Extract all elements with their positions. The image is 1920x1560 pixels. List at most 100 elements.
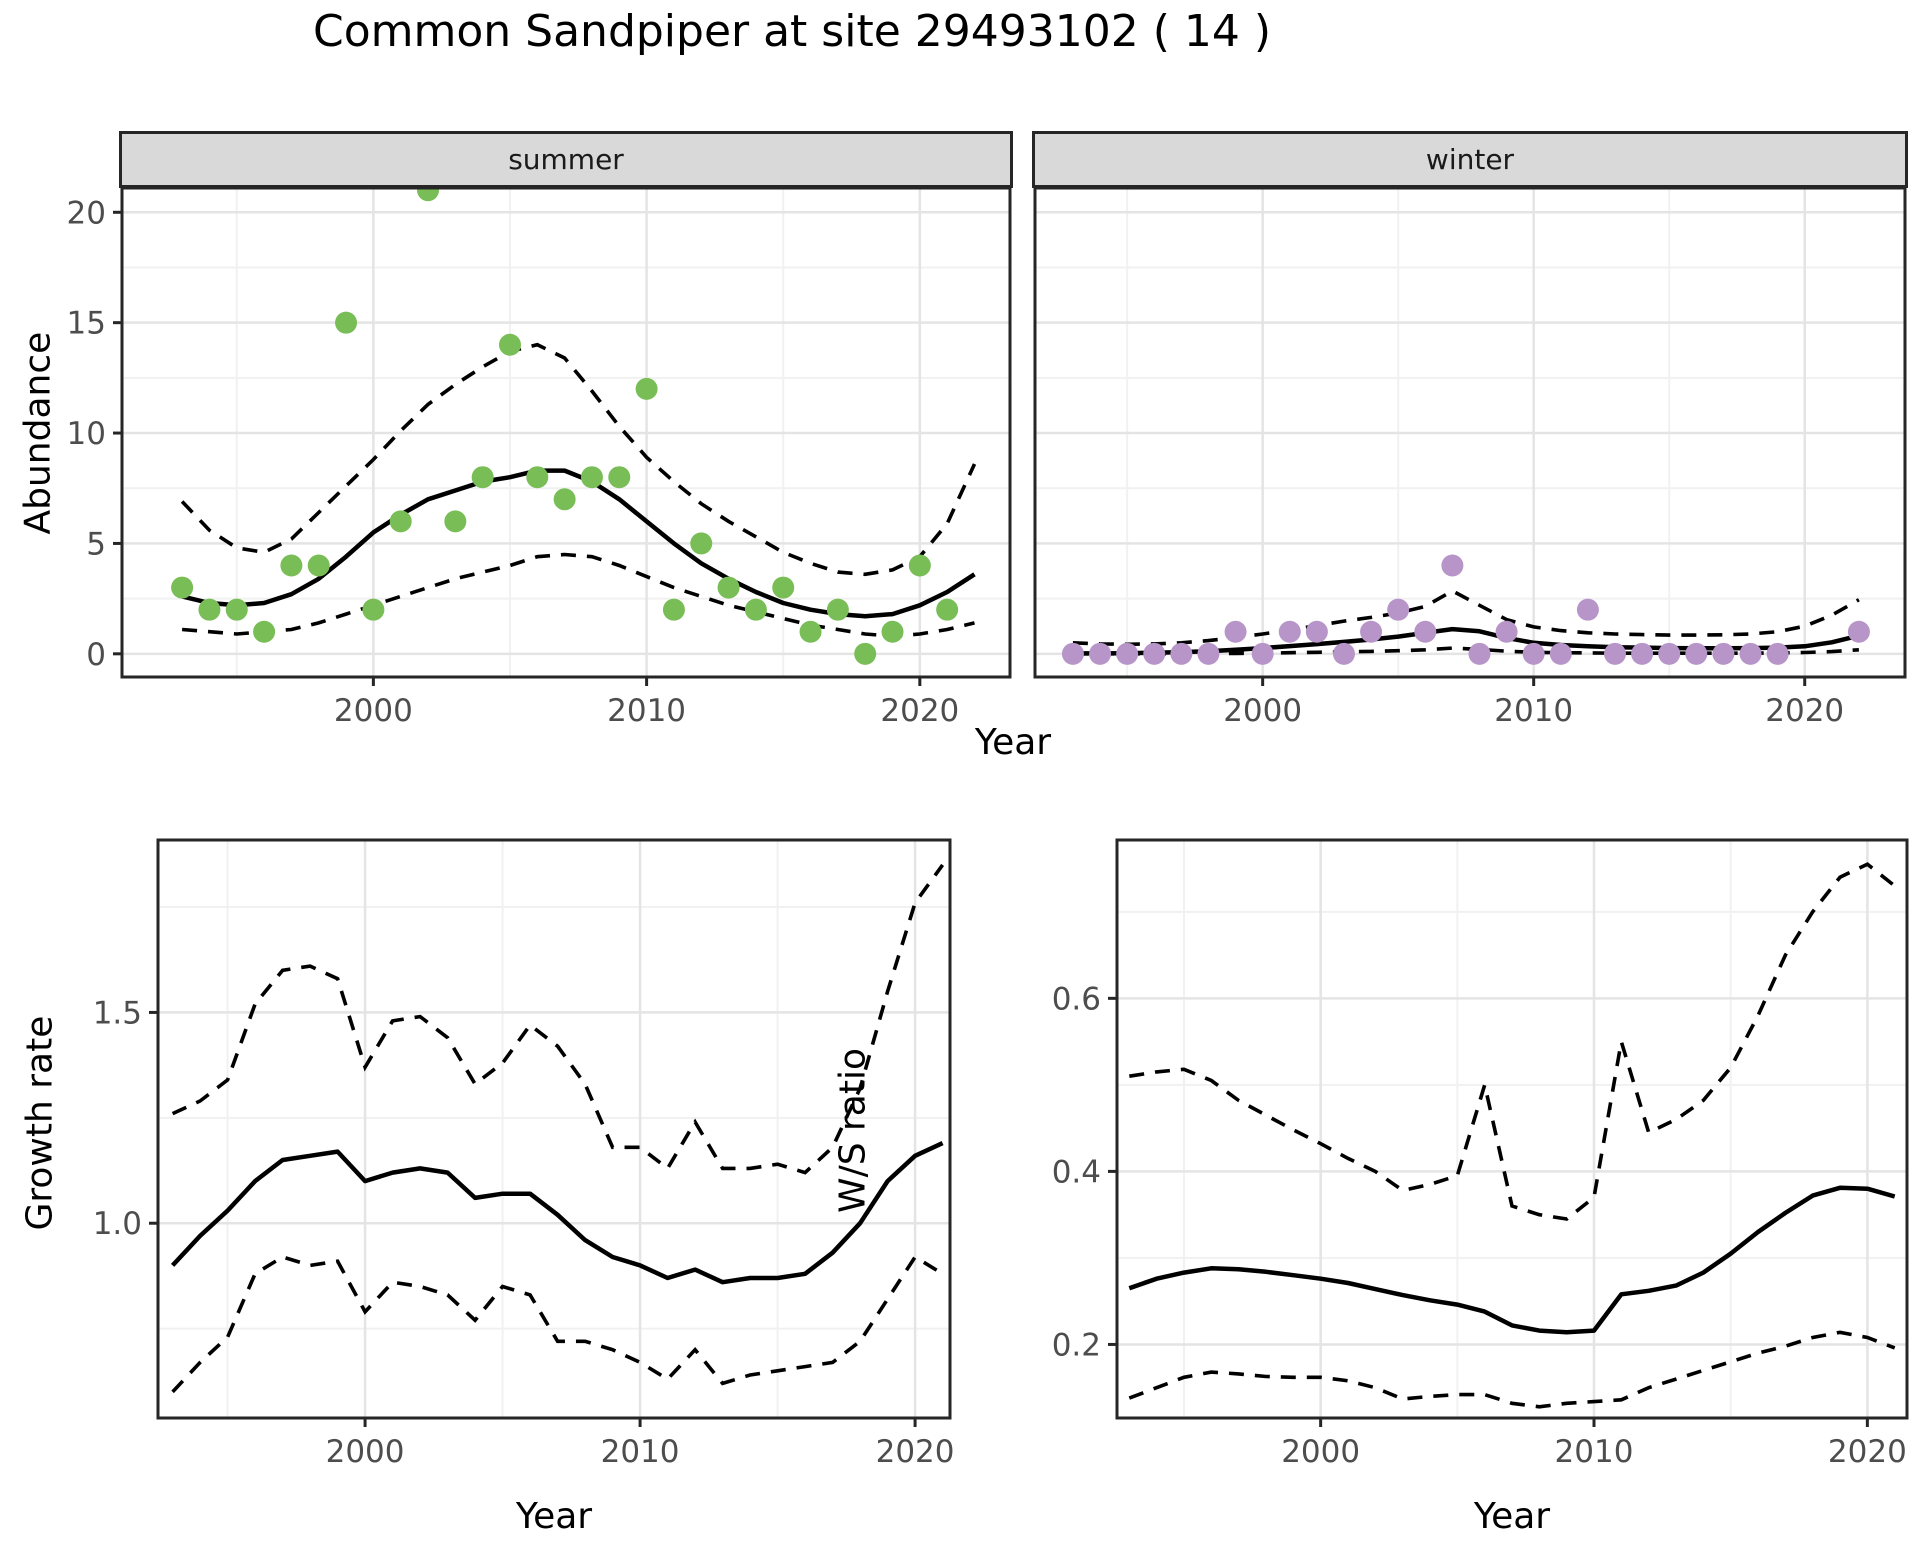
page-title: Common Sandpiper at site 29493102 ( 14 ) bbox=[313, 6, 1271, 57]
data-point bbox=[198, 598, 221, 621]
x-tick-label: 2020 bbox=[880, 693, 959, 729]
data-point bbox=[854, 642, 877, 665]
data-point bbox=[1061, 642, 1084, 665]
data-point bbox=[1387, 598, 1410, 621]
x-tick-label: 2020 bbox=[1765, 693, 1844, 729]
data-point bbox=[1278, 620, 1301, 643]
x-tick-label: 2020 bbox=[876, 1434, 955, 1470]
panel-background bbox=[1117, 840, 1907, 1418]
data-point bbox=[772, 576, 795, 599]
ci-lower-line bbox=[181, 552, 975, 639]
data-point bbox=[1224, 620, 1247, 643]
facet-strip-summer-label: summer bbox=[508, 143, 624, 176]
y-tick-label: 15 bbox=[67, 306, 106, 342]
data-point bbox=[1604, 642, 1626, 665]
y-tick-label: 1.0 bbox=[93, 1206, 142, 1242]
data-point bbox=[1143, 642, 1166, 665]
data-point bbox=[1549, 642, 1572, 665]
y-tick-label: 20 bbox=[67, 195, 106, 231]
data-point bbox=[362, 598, 385, 621]
data-point bbox=[1712, 642, 1735, 665]
data-point bbox=[1197, 642, 1220, 665]
fit-line bbox=[1128, 1185, 1896, 1335]
x-tick-label: 2010 bbox=[1494, 693, 1573, 729]
x-tick-label: 2000 bbox=[334, 693, 413, 729]
data-point bbox=[526, 466, 549, 489]
data-point bbox=[826, 598, 849, 621]
data-point bbox=[1305, 620, 1328, 643]
data-point bbox=[908, 554, 931, 577]
x-tick-label: 2010 bbox=[1555, 1434, 1634, 1470]
data-point bbox=[690, 532, 713, 555]
data-point bbox=[608, 466, 631, 489]
data-point bbox=[253, 620, 276, 643]
data-point bbox=[635, 377, 658, 400]
data-point bbox=[936, 598, 959, 621]
data-point bbox=[335, 311, 358, 334]
x-tick-label: 2020 bbox=[1828, 1434, 1907, 1470]
facet-strip-winter-label: winter bbox=[1425, 143, 1515, 176]
fit-line bbox=[170, 1141, 944, 1285]
panel-border bbox=[1115, 838, 1909, 1420]
data-point bbox=[1495, 620, 1518, 643]
ci-upper-line bbox=[171, 863, 945, 1175]
data-point bbox=[717, 576, 740, 599]
data-point bbox=[1739, 642, 1762, 665]
data-point bbox=[1441, 554, 1464, 577]
data-point bbox=[1685, 642, 1708, 665]
data-point bbox=[553, 488, 576, 511]
data-point bbox=[444, 510, 467, 533]
data-point bbox=[498, 333, 521, 356]
data-point bbox=[744, 598, 767, 621]
data-point bbox=[1522, 642, 1545, 665]
panel-border bbox=[156, 838, 952, 1420]
growth-rate-axis-title: Growth rate bbox=[19, 1015, 61, 1231]
y-tick-label: 1.5 bbox=[93, 995, 142, 1031]
data-point bbox=[1170, 642, 1193, 665]
y-tick-label: 0.6 bbox=[1052, 981, 1101, 1017]
y-tick-label: 0 bbox=[86, 637, 106, 673]
data-point bbox=[1468, 642, 1491, 665]
ci-lower-line bbox=[1128, 1330, 1896, 1409]
data-point bbox=[1116, 642, 1139, 665]
facet-strip-winter: winter bbox=[1032, 131, 1908, 188]
data-point bbox=[1414, 620, 1437, 643]
data-point bbox=[280, 554, 303, 577]
x-tick-label: 2000 bbox=[1223, 693, 1302, 729]
x-tick-label: 2010 bbox=[607, 693, 686, 729]
abundance-axis-title: Abundance bbox=[17, 331, 59, 535]
panel-border bbox=[1033, 186, 1907, 679]
data-point bbox=[1360, 620, 1383, 643]
data-point bbox=[799, 620, 822, 643]
ci-upper-line bbox=[1129, 862, 1896, 1221]
data-point bbox=[1847, 620, 1870, 643]
ws-ratio-axis-title: W/S ratio bbox=[832, 1047, 874, 1214]
y-tick-label: 5 bbox=[86, 526, 106, 562]
data-point bbox=[1631, 642, 1654, 665]
top-year-axis-title: Year bbox=[974, 722, 1052, 763]
x-tick-label: 2010 bbox=[601, 1434, 680, 1470]
data-point bbox=[471, 466, 494, 489]
data-point bbox=[1089, 642, 1112, 665]
y-tick-label: 0.2 bbox=[1052, 1327, 1101, 1363]
growth-year-axis-title: Year bbox=[515, 1496, 593, 1537]
data-point bbox=[225, 598, 248, 621]
data-point bbox=[389, 510, 412, 533]
ci-lower-line bbox=[171, 1254, 944, 1394]
facet-strip-summer: summer bbox=[119, 131, 1013, 188]
x-tick-label: 2000 bbox=[326, 1434, 405, 1470]
data-point bbox=[307, 554, 330, 577]
data-point bbox=[881, 620, 904, 643]
data-point bbox=[1251, 642, 1274, 665]
ci-upper-line bbox=[180, 342, 977, 577]
data-point bbox=[580, 466, 603, 489]
y-tick-label: 10 bbox=[67, 416, 106, 452]
data-point bbox=[1766, 642, 1789, 665]
ci-upper-line bbox=[1072, 588, 1860, 647]
x-tick-label: 2000 bbox=[1281, 1434, 1360, 1470]
panel-background bbox=[158, 840, 950, 1418]
data-point bbox=[171, 576, 194, 599]
data-point bbox=[662, 598, 685, 621]
ws-year-axis-title: Year bbox=[1473, 1496, 1551, 1537]
